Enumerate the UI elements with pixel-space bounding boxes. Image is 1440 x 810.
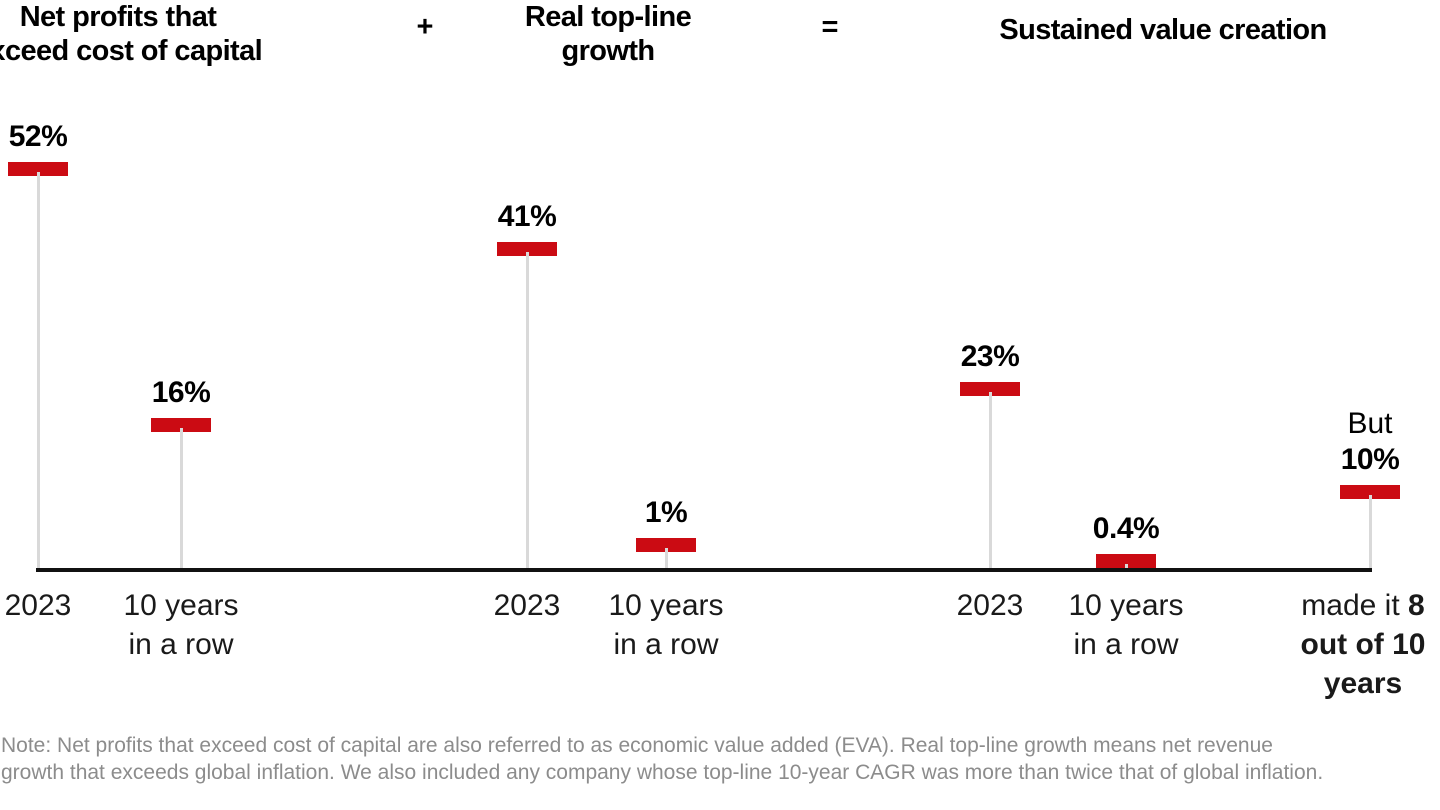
tick-label: 10 years in a row — [608, 589, 724, 661]
plus-operator: + — [416, 11, 434, 43]
section-title-net-profits: Net profits that exceed cost of capital — [0, 1, 263, 67]
tick-label: 10 years in a row — [1068, 589, 1184, 661]
equals-operator: = — [821, 11, 839, 43]
bar-cap — [636, 538, 696, 552]
tick-label: 10 years in a row — [123, 589, 239, 661]
bar-cap — [8, 162, 68, 176]
bar-stem — [37, 172, 40, 568]
bar-cap — [497, 242, 557, 256]
bar-cap — [151, 418, 211, 432]
value-label: 1% — [644, 496, 688, 529]
tick-label: 2023 — [493, 589, 561, 622]
value-number: 10% — [1340, 443, 1400, 476]
bar-stem — [180, 428, 183, 568]
section-title-value-creation: Sustained value creation — [999, 14, 1327, 46]
bar-stem — [665, 548, 668, 568]
tick-regular-part: made it — [1301, 589, 1409, 622]
bar-stem — [1369, 495, 1372, 568]
value-prefix: But — [1347, 407, 1393, 440]
section-title-topline-growth: Real top-line growth — [524, 1, 692, 67]
value-label: 0.4% — [1092, 512, 1160, 545]
bar-cap — [1340, 485, 1400, 499]
tick-label: 2023 — [956, 589, 1024, 622]
value-label: 23% — [960, 340, 1020, 373]
bar-cap — [1096, 554, 1156, 568]
tick-label: 2023 — [4, 589, 72, 622]
bar-cap — [960, 382, 1020, 396]
value-label: But 10% — [1290, 406, 1440, 478]
value-label: 52% — [8, 120, 68, 153]
value-label: 16% — [151, 376, 211, 409]
x-axis-line — [36, 568, 1372, 572]
bar-stem — [526, 252, 529, 568]
bar-stem — [1125, 564, 1128, 568]
bar-stem — [989, 392, 992, 568]
tick-bold-part: 8 out of 10 years — [1300, 589, 1426, 700]
footnote-text: Note: Net profits that exceed cost of ca… — [1, 734, 1324, 784]
value-label: 41% — [497, 200, 557, 233]
tick-label: made it 8 out of 10 years — [1289, 586, 1437, 703]
